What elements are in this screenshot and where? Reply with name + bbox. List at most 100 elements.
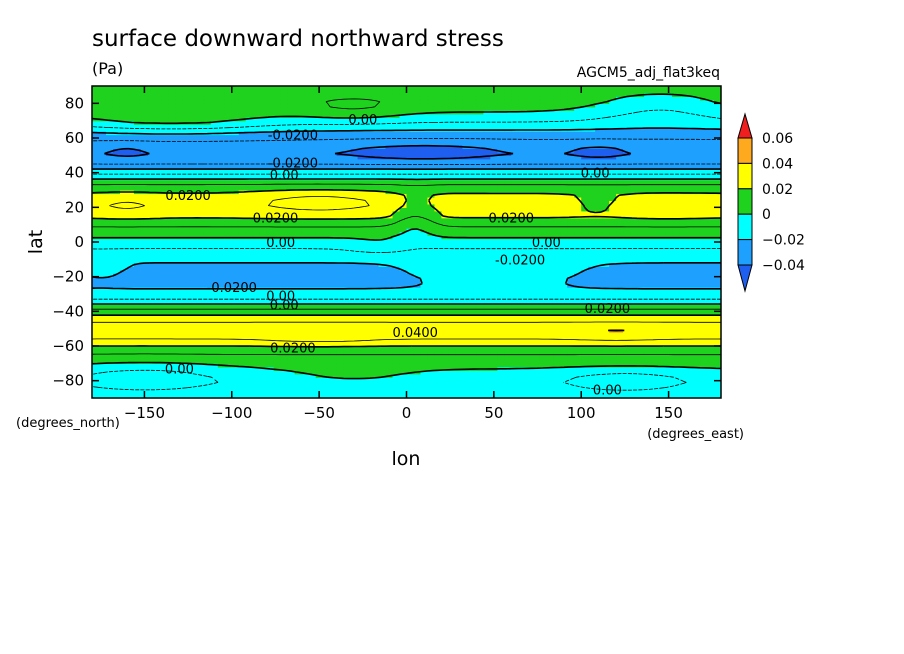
field-cell xyxy=(168,342,177,347)
field-cell xyxy=(308,266,317,271)
field-cell xyxy=(455,259,464,264)
field-cell xyxy=(126,186,135,191)
field-cell xyxy=(462,179,470,184)
field-cell xyxy=(280,193,289,198)
field-cell xyxy=(245,124,254,129)
field-cell xyxy=(280,92,289,97)
field-cell xyxy=(357,207,366,212)
field-cell xyxy=(308,120,317,125)
field-cell xyxy=(476,287,484,292)
field-cell xyxy=(133,262,142,267)
field-cell xyxy=(357,242,366,247)
field-cell xyxy=(399,245,408,250)
field-cell xyxy=(455,280,464,285)
field-cell xyxy=(126,117,135,122)
field-cell xyxy=(336,120,345,125)
field-cell xyxy=(392,294,401,299)
field-cell xyxy=(273,231,282,236)
field-cell xyxy=(427,176,436,181)
field-cell xyxy=(154,210,163,215)
field-cell xyxy=(308,179,317,184)
field-cell xyxy=(357,103,366,108)
field-cell xyxy=(119,339,128,344)
field-cell xyxy=(392,165,401,170)
field-cell xyxy=(371,283,380,288)
field-cell xyxy=(252,311,261,316)
field-cell xyxy=(217,158,226,163)
field-cell xyxy=(413,141,422,146)
field-cell xyxy=(217,314,226,319)
field-cell xyxy=(385,346,394,351)
field-cell xyxy=(308,346,317,351)
field-cell xyxy=(210,110,219,115)
field-cell xyxy=(259,318,268,323)
field-cell xyxy=(182,363,191,368)
field-cell xyxy=(469,332,477,337)
field-cell xyxy=(308,314,317,319)
field-cell xyxy=(371,314,380,319)
field-cell xyxy=(189,207,198,212)
field-cell xyxy=(378,356,387,361)
field-cell xyxy=(175,335,184,340)
field-cell xyxy=(98,273,107,278)
field-cell xyxy=(371,366,380,371)
field-cell xyxy=(147,110,156,115)
field-cell xyxy=(133,86,142,91)
field-cell xyxy=(413,380,422,385)
field-cell xyxy=(441,217,450,222)
field-cell xyxy=(140,366,149,371)
field-cell xyxy=(203,183,212,188)
field-cell xyxy=(119,144,128,149)
field-cell xyxy=(427,113,436,118)
field-cell xyxy=(441,283,450,288)
field-cell xyxy=(287,321,296,326)
field-cell xyxy=(259,172,268,177)
field-cell xyxy=(280,290,289,295)
field-cell xyxy=(420,248,429,253)
field-cell xyxy=(224,196,233,201)
field-cell xyxy=(357,235,366,240)
field-cell xyxy=(336,221,345,226)
field-cell xyxy=(315,332,324,337)
field-cell xyxy=(196,352,205,357)
field-cell xyxy=(469,158,477,163)
field-cell xyxy=(420,196,429,201)
field-cell xyxy=(126,169,135,174)
field-cell xyxy=(336,242,345,247)
field-cell xyxy=(434,148,443,153)
field-cell xyxy=(182,242,191,247)
field-cell xyxy=(476,276,484,281)
field-cell xyxy=(308,283,317,288)
field-cell xyxy=(455,172,464,177)
field-cell xyxy=(280,318,289,323)
field-cell xyxy=(469,314,477,319)
field-cell xyxy=(161,359,170,364)
field-cell xyxy=(203,373,212,378)
field-cell xyxy=(427,276,436,281)
field-cell xyxy=(469,342,477,347)
field-cell xyxy=(455,106,464,111)
field-cell xyxy=(322,373,331,378)
field-cell xyxy=(287,141,296,146)
field-cell xyxy=(245,103,254,108)
field-cell xyxy=(434,252,443,257)
field-cell xyxy=(469,120,477,125)
field-cell xyxy=(406,183,415,188)
field-cell xyxy=(308,290,317,295)
field-cell xyxy=(469,311,477,316)
field-cell xyxy=(350,384,359,389)
field-cell xyxy=(259,113,268,118)
field-cell xyxy=(350,103,359,108)
field-cell xyxy=(252,120,261,125)
field-cell xyxy=(301,262,310,267)
field-cell xyxy=(343,172,352,177)
field-cell xyxy=(196,363,205,368)
field-cell xyxy=(336,245,345,250)
field-cell xyxy=(378,307,387,312)
field-cell xyxy=(112,120,121,125)
field-cell xyxy=(462,196,470,201)
field-cell xyxy=(455,196,464,201)
field-cell xyxy=(252,363,261,368)
field-cell xyxy=(434,103,443,108)
field-cell xyxy=(92,144,100,149)
